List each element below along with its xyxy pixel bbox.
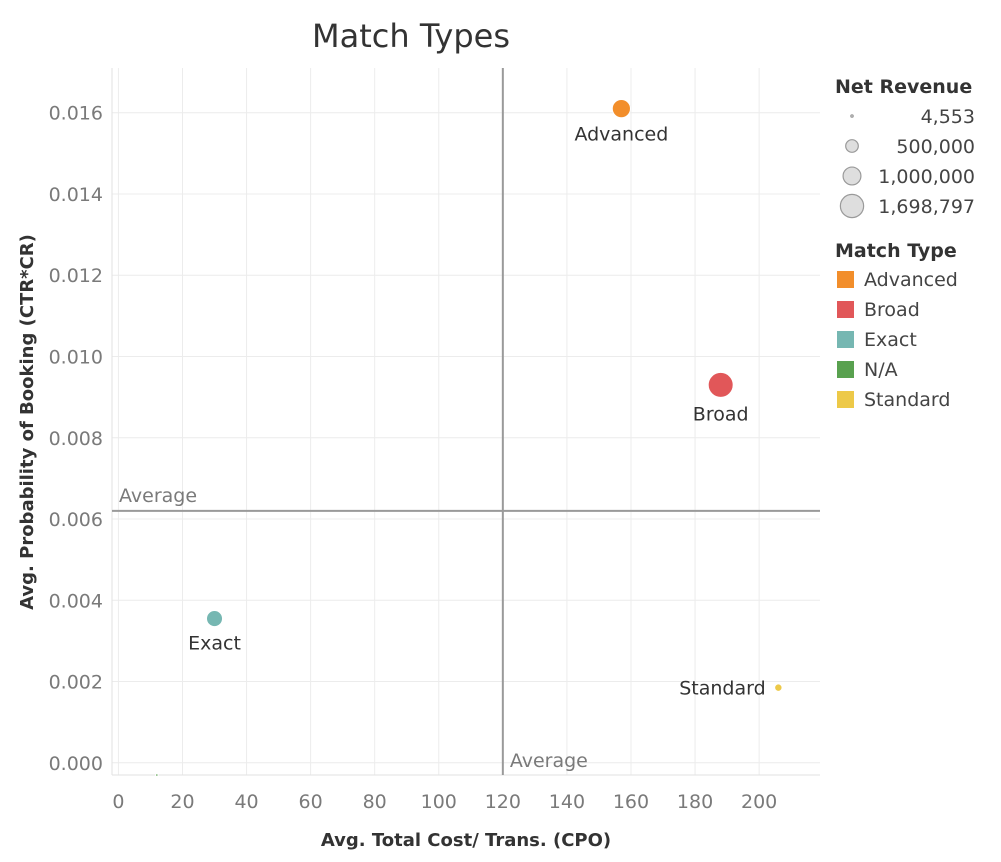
color-legend-label-exact: Exact bbox=[864, 329, 917, 351]
color-legend-label-broad: Broad bbox=[864, 299, 920, 321]
x-tick-label: 60 bbox=[299, 791, 323, 813]
size-legend-label: 1,000,000 bbox=[878, 166, 975, 188]
reference-lines: Average Average bbox=[112, 68, 820, 775]
point-label-broad: Broad bbox=[693, 403, 749, 425]
point-n-a bbox=[155, 773, 159, 777]
size-legend-circle bbox=[842, 166, 862, 186]
color-swatch-standard bbox=[837, 391, 854, 408]
color-legend-title: Match Type bbox=[835, 240, 957, 262]
color-swatch-n-a bbox=[837, 361, 854, 378]
grid bbox=[111, 68, 820, 776]
x-tick-label: 20 bbox=[170, 791, 194, 813]
size-legend-label: 4,553 bbox=[921, 106, 975, 128]
size-legend-circle bbox=[839, 193, 865, 219]
y-tick-label: 0.006 bbox=[49, 509, 103, 531]
x-tick-label: 140 bbox=[549, 791, 585, 813]
color-legend: Advanced Broad Exact N/A Standard bbox=[837, 269, 958, 411]
size-legend-circle bbox=[845, 139, 859, 153]
y-average-label: Average bbox=[119, 485, 197, 507]
y-tick-label: 0.000 bbox=[49, 753, 103, 775]
chart-title: Match Types bbox=[312, 17, 510, 55]
x-tick-label: 120 bbox=[485, 791, 521, 813]
point-label-standard: Standard bbox=[679, 678, 765, 700]
y-tick-label: 0.014 bbox=[49, 184, 103, 206]
color-swatch-broad bbox=[837, 301, 854, 318]
x-tick-label: 100 bbox=[421, 791, 457, 813]
point-exact bbox=[205, 610, 224, 628]
point-label-advanced: Advanced bbox=[574, 124, 668, 146]
x-tick-label: 0 bbox=[112, 791, 124, 813]
point-advanced bbox=[611, 99, 631, 119]
color-legend-label-standard: Standard bbox=[864, 389, 950, 411]
y-tick-label: 0.002 bbox=[49, 672, 103, 694]
x-tick-label: 160 bbox=[613, 791, 649, 813]
y-tick-label: 0.004 bbox=[49, 590, 103, 612]
y-tick-label: 0.016 bbox=[49, 103, 103, 125]
point-broad bbox=[707, 371, 734, 398]
x-average-label: Average bbox=[510, 750, 588, 772]
color-legend-label-advanced: Advanced bbox=[864, 269, 958, 291]
x-tick-label: 40 bbox=[234, 791, 258, 813]
color-swatch-advanced bbox=[837, 271, 854, 288]
color-legend-label-n-a: N/A bbox=[864, 359, 898, 381]
data-points: Advanced Broad Exact Standard bbox=[155, 99, 783, 777]
y-tick-label: 0.010 bbox=[49, 346, 103, 368]
y-tick-label: 0.008 bbox=[49, 428, 103, 450]
size-legend: 4,553 500,000 1,000,000 1,698,797 bbox=[839, 106, 975, 219]
size-legend-label: 500,000 bbox=[896, 136, 975, 158]
point-standard bbox=[774, 683, 783, 692]
size-legend-circle bbox=[850, 114, 854, 118]
x-axis-ticks: 0 20 40 60 80 100 120 140 160 180 200 bbox=[112, 791, 777, 813]
x-tick-label: 200 bbox=[741, 791, 777, 813]
x-axis-title: Avg. Total Cost/ Trans. (CPO) bbox=[321, 830, 611, 851]
x-tick-label: 180 bbox=[677, 791, 713, 813]
y-axis-ticks: 0.000 0.002 0.004 0.006 0.008 0.010 0.012 0.014… bbox=[49, 103, 103, 775]
color-swatch-exact bbox=[837, 331, 854, 348]
y-tick-label: 0.012 bbox=[49, 265, 103, 287]
x-tick-label: 80 bbox=[363, 791, 387, 813]
point-label-exact: Exact bbox=[188, 633, 241, 655]
y-axis-title: Avg. Probability of Booking (CTR*CR) bbox=[17, 234, 38, 610]
size-legend-title: Net Revenue bbox=[835, 76, 972, 98]
size-legend-label: 1,698,797 bbox=[878, 196, 975, 218]
